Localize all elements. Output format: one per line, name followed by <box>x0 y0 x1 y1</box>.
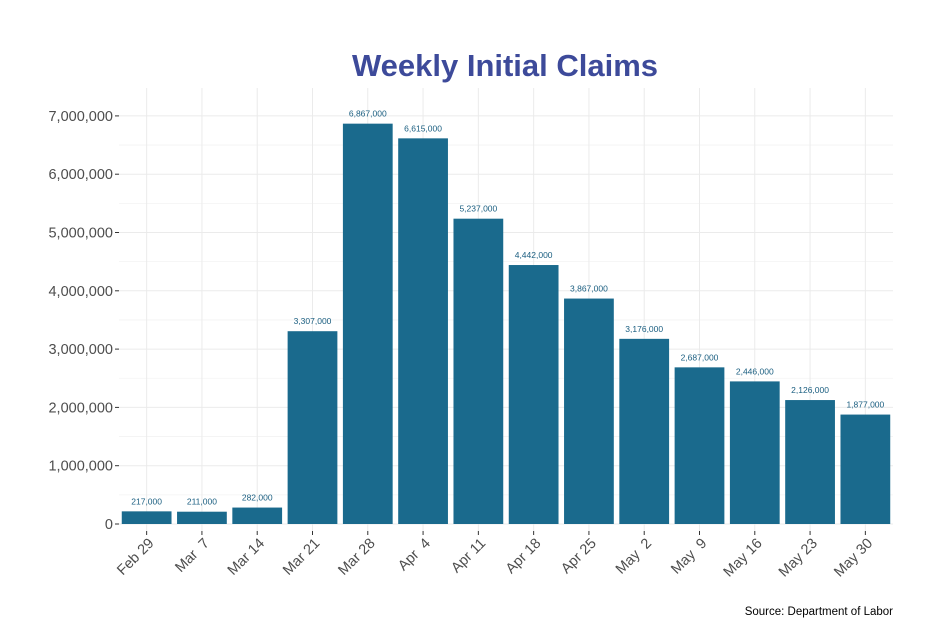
data-label: 282,000 <box>242 493 273 503</box>
bar <box>121 511 172 524</box>
data-label: 2,446,000 <box>736 366 774 376</box>
bar <box>564 298 614 524</box>
data-label: 217,000 <box>131 496 162 506</box>
y-tick-label: 3,000,000 <box>48 342 113 358</box>
y-tick-label: 5,000,000 <box>48 226 113 242</box>
data-labels: 217,000 211,000 282,000 3,307,000 6,867,000 6… <box>131 109 884 507</box>
bar <box>453 218 504 524</box>
source-note: Source: Department of Labor <box>745 606 893 618</box>
y-tick-label: 2,000,000 <box>48 400 113 416</box>
data-label: 211,000 <box>187 497 217 507</box>
y-tick-label: 4,000,000 <box>48 284 113 300</box>
data-label: 3,176,000 <box>625 324 663 334</box>
data-label: 4,442,000 <box>515 250 553 260</box>
data-label: 2,126,000 <box>791 385 829 395</box>
bar <box>287 331 338 524</box>
data-label: 6,867,000 <box>349 109 387 119</box>
data-label: 6,615,000 <box>404 123 442 133</box>
bar <box>232 507 283 524</box>
bar <box>674 367 725 524</box>
bar <box>342 123 393 524</box>
bar <box>785 400 835 524</box>
data-label: 3,867,000 <box>570 284 608 294</box>
chart-title: Weekly Initial Claims <box>352 48 658 83</box>
bar <box>619 338 670 524</box>
y-tick-label: 0 <box>105 517 113 533</box>
data-label: 1,877,000 <box>846 400 884 410</box>
y-tick-label: 6,000,000 <box>48 167 113 183</box>
y-axis: 0 1,000,000 2,000,000 3,000,000 4,000,000 5,0… <box>48 109 119 533</box>
bar <box>840 414 891 524</box>
y-tick-label: 7,000,000 <box>48 109 113 125</box>
bar <box>508 265 559 524</box>
bar <box>177 511 227 524</box>
data-label: 2,687,000 <box>681 352 719 362</box>
data-label: 5,237,000 <box>459 204 497 214</box>
bar <box>729 381 780 524</box>
bars <box>121 123 891 524</box>
y-tick-label: 1,000,000 <box>48 459 113 475</box>
bar <box>398 138 448 524</box>
data-label: 3,307,000 <box>294 316 332 326</box>
